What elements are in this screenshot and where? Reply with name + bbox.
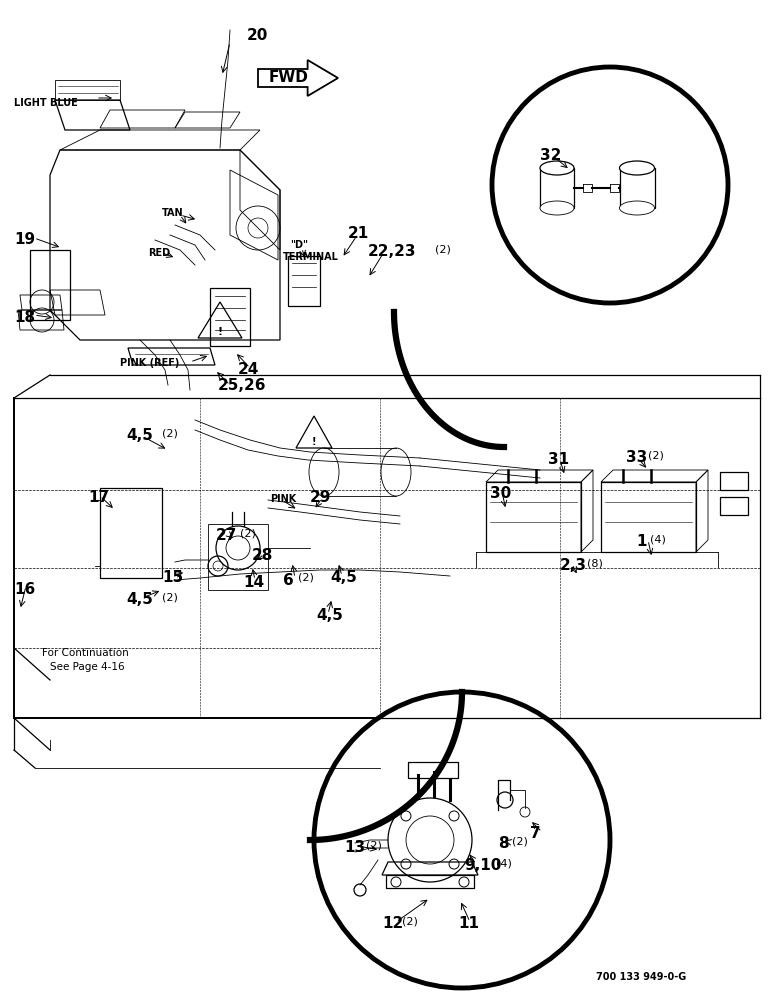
Text: (8): (8) bbox=[587, 558, 603, 568]
Text: 16: 16 bbox=[14, 582, 36, 597]
Text: 24: 24 bbox=[238, 362, 259, 377]
Text: 4,5: 4,5 bbox=[316, 608, 343, 623]
Text: (4): (4) bbox=[496, 858, 512, 868]
Text: 4,5: 4,5 bbox=[330, 570, 357, 585]
Text: 28: 28 bbox=[252, 548, 273, 563]
Text: (2): (2) bbox=[512, 836, 528, 846]
Text: 1: 1 bbox=[636, 534, 646, 549]
Bar bbox=[210, 288, 250, 346]
Text: (2): (2) bbox=[298, 573, 314, 583]
Text: 11: 11 bbox=[458, 916, 479, 931]
Text: 21: 21 bbox=[348, 226, 369, 241]
Text: 4,5: 4,5 bbox=[126, 428, 153, 443]
Text: (2): (2) bbox=[366, 840, 382, 850]
Text: 30: 30 bbox=[490, 486, 511, 501]
Text: 2,3: 2,3 bbox=[560, 558, 587, 573]
Text: 18: 18 bbox=[14, 310, 35, 325]
Text: 20: 20 bbox=[247, 28, 269, 43]
Text: PINK (REF): PINK (REF) bbox=[120, 358, 179, 368]
Ellipse shape bbox=[619, 161, 655, 175]
Text: "D": "D" bbox=[290, 240, 308, 250]
Ellipse shape bbox=[540, 201, 574, 215]
Text: (2): (2) bbox=[240, 528, 256, 538]
Text: 32: 32 bbox=[540, 148, 561, 163]
Text: 19: 19 bbox=[14, 232, 35, 247]
Text: FWD: FWD bbox=[269, 70, 308, 86]
Text: 22,23: 22,23 bbox=[368, 244, 417, 259]
Text: 4,5: 4,5 bbox=[126, 592, 153, 607]
Text: 33: 33 bbox=[626, 450, 647, 465]
Text: 25,26: 25,26 bbox=[218, 378, 266, 393]
Text: 9,10: 9,10 bbox=[464, 858, 501, 873]
Text: (4): (4) bbox=[650, 534, 666, 544]
Text: 7: 7 bbox=[530, 826, 540, 841]
Text: !: ! bbox=[218, 327, 222, 337]
Text: TERMINAL: TERMINAL bbox=[283, 252, 339, 262]
Polygon shape bbox=[258, 60, 338, 96]
Text: 29: 29 bbox=[310, 490, 331, 505]
Ellipse shape bbox=[540, 161, 574, 175]
Text: 6: 6 bbox=[283, 573, 294, 588]
Text: 8: 8 bbox=[498, 836, 509, 851]
Text: RED: RED bbox=[148, 248, 170, 258]
Text: 17: 17 bbox=[88, 490, 109, 505]
Ellipse shape bbox=[619, 201, 655, 215]
Text: (2): (2) bbox=[435, 244, 451, 254]
Text: 14: 14 bbox=[243, 575, 264, 590]
Bar bbox=[408, 762, 458, 778]
Text: See Page 4-16: See Page 4-16 bbox=[50, 662, 124, 672]
Bar bbox=[720, 497, 748, 515]
Text: 27: 27 bbox=[216, 528, 237, 543]
Text: 31: 31 bbox=[548, 452, 569, 467]
Text: (2): (2) bbox=[648, 450, 664, 460]
Text: TAN: TAN bbox=[162, 208, 184, 218]
Text: 700 133 949-0-G: 700 133 949-0-G bbox=[596, 972, 686, 982]
Text: PINK: PINK bbox=[270, 494, 296, 504]
Text: 15: 15 bbox=[162, 570, 183, 585]
Text: (2): (2) bbox=[162, 592, 178, 602]
Text: LIGHT BLUE: LIGHT BLUE bbox=[14, 98, 78, 108]
Text: !: ! bbox=[312, 437, 317, 447]
Text: (2): (2) bbox=[162, 428, 178, 438]
Bar bbox=[288, 256, 320, 306]
Text: For Continuation: For Continuation bbox=[42, 648, 129, 658]
Text: (2): (2) bbox=[402, 916, 418, 926]
Text: 13: 13 bbox=[344, 840, 365, 855]
Text: 12: 12 bbox=[382, 916, 403, 931]
Bar bbox=[720, 472, 748, 490]
